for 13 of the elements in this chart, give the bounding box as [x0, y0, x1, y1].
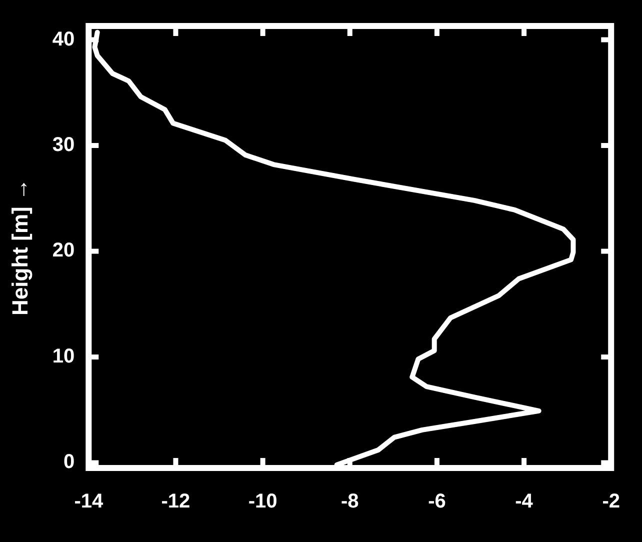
- y-tick-label: 0: [64, 451, 75, 474]
- x-tick-label: -8: [340, 490, 359, 513]
- y-tick-label: 10: [52, 345, 75, 368]
- x-tick-label: -14: [74, 490, 104, 513]
- y-tick-label: 40: [52, 28, 75, 50]
- y-tick-label: 20: [52, 240, 75, 262]
- x-tick-label: -2: [602, 490, 620, 513]
- y-tick-label: 30: [52, 134, 75, 156]
- x-tick-label: -6: [428, 490, 446, 513]
- x-tick-label: -4: [515, 490, 534, 513]
- y-axis-title: Height [m] →: [7, 178, 32, 316]
- x-tick-label: -12: [161, 490, 190, 513]
- x-tick-label: -10: [248, 490, 278, 513]
